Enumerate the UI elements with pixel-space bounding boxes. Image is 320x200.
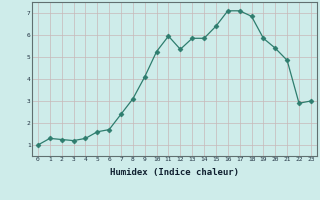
X-axis label: Humidex (Indice chaleur): Humidex (Indice chaleur) xyxy=(110,168,239,177)
